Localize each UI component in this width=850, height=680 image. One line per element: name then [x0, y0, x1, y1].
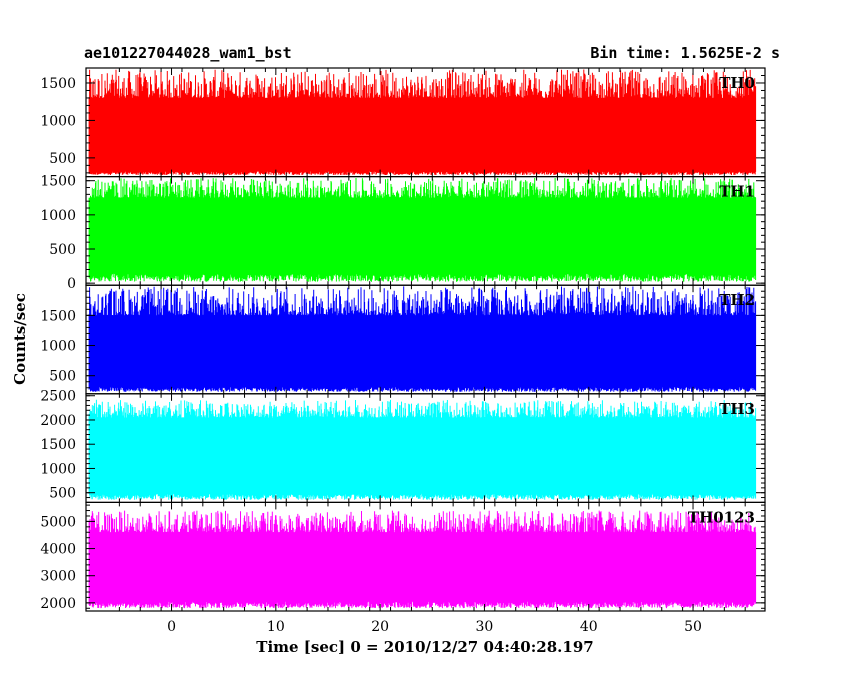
series-th0-band: [89, 97, 756, 172]
panel-label-th0: TH0: [719, 74, 755, 92]
chart-title-left: ae101227044028_wam1_bst: [84, 44, 292, 62]
y-tick-label-th0: 1000: [40, 113, 76, 129]
x-tick-label: 0: [167, 619, 176, 635]
y-tick-label-th0123: 2000: [40, 596, 76, 612]
y-tick-label-th3: 2500: [40, 389, 76, 405]
chart-title-right: Bin time: 1.5625E-2 s: [590, 44, 780, 62]
x-tick-label: 10: [267, 619, 285, 635]
y-tick-label-th1: 0: [67, 276, 76, 292]
y-tick-label-th1: 500: [49, 242, 76, 258]
y-tick-label-th0123: 5000: [40, 514, 76, 530]
x-tick-label: 50: [684, 619, 702, 635]
x-tick-label: 20: [371, 619, 389, 635]
y-tick-label-th3: 1000: [40, 461, 76, 477]
y-tick-label-th1: 1500: [40, 174, 76, 190]
panel-label-th3: TH3: [719, 400, 755, 418]
y-tick-label-th2: 1500: [40, 308, 76, 324]
panel-label-th1: TH1: [719, 183, 755, 201]
panel-label-th0123: TH0123: [688, 508, 755, 526]
series-th1-band: [89, 197, 756, 274]
y-tick-label-th0123: 4000: [40, 542, 76, 558]
y-tick-label-th2: 500: [49, 369, 76, 385]
panel-label-th2: TH2: [719, 291, 755, 309]
y-tick-label-th0123: 3000: [40, 569, 76, 585]
y-tick-label-th1: 1000: [40, 208, 76, 224]
x-tick-label: 40: [580, 619, 598, 635]
y-tick-label-th2: 1000: [40, 339, 76, 355]
series-th3-band: [89, 417, 756, 494]
x-tick-label: 30: [476, 619, 494, 635]
y-tick-label-th0: 500: [49, 151, 76, 167]
x-axis-label: Time [sec] 0 = 2010/12/27 04:40:28.197: [256, 638, 594, 656]
y-tick-label-th3: 2000: [40, 413, 76, 429]
y-tick-label-th0: 1500: [40, 76, 76, 92]
panel-frame-th0123: [85, 501, 766, 612]
y-tick-label-th3: 1500: [40, 437, 76, 453]
y-tick-label-th3: 500: [49, 486, 76, 502]
series-th0123-band: [89, 532, 756, 602]
series-th2-band: [89, 315, 756, 388]
